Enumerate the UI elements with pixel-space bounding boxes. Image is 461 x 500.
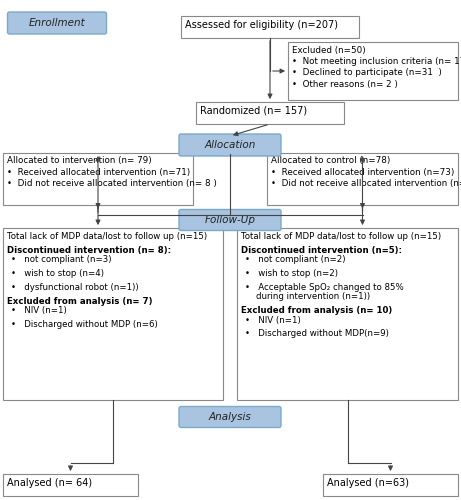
Text: Total lack of MDP data/lost to follow up (n=15): Total lack of MDP data/lost to follow up… — [6, 232, 207, 241]
FancyBboxPatch shape — [179, 134, 281, 156]
Text: Assessed for eligibility (n=207): Assessed for eligibility (n=207) — [184, 20, 337, 30]
Text: Follow-Up: Follow-Up — [205, 215, 255, 225]
Text: Total lack of MDP data/lost to follow up (n=15): Total lack of MDP data/lost to follow up… — [241, 232, 441, 241]
FancyBboxPatch shape — [3, 228, 223, 400]
FancyBboxPatch shape — [7, 12, 106, 34]
Text: Excluded from analysis (n= 7): Excluded from analysis (n= 7) — [6, 296, 152, 306]
Text: Analysed (n=63): Analysed (n=63) — [326, 478, 408, 488]
Text: Allocated to control (n=78)
•  Received allocated intervention (n=73)
•  Did not: Allocated to control (n=78) • Received a… — [271, 156, 461, 188]
Text: •   NIV (n=1): • NIV (n=1) — [244, 316, 300, 324]
FancyBboxPatch shape — [323, 474, 458, 496]
Text: Analysis: Analysis — [209, 412, 251, 422]
Text: Analysed (n= 64): Analysed (n= 64) — [6, 478, 92, 488]
Text: •   wish to stop (n=4): • wish to stop (n=4) — [11, 269, 104, 278]
FancyBboxPatch shape — [181, 16, 359, 38]
FancyBboxPatch shape — [267, 153, 458, 205]
FancyBboxPatch shape — [237, 228, 458, 400]
Text: •   not compliant (n=2): • not compliant (n=2) — [244, 256, 345, 264]
FancyBboxPatch shape — [196, 102, 344, 124]
FancyBboxPatch shape — [3, 474, 138, 496]
Text: Allocated to intervention (n= 79)
•  Received allocated intervention (n=71)
•  D: Allocated to intervention (n= 79) • Rece… — [6, 156, 216, 188]
Text: Excluded from analysis (n= 10): Excluded from analysis (n= 10) — [241, 306, 392, 315]
Text: Excluded (n=50)
•  Not meeting inclusion criteria (n= 17 )
•  Declined to partic: Excluded (n=50) • Not meeting inclusion … — [291, 46, 461, 89]
Text: •   wish to stop (n=2): • wish to stop (n=2) — [244, 269, 337, 278]
Text: •   Discharged without MDP(n=9): • Discharged without MDP(n=9) — [244, 330, 388, 338]
FancyBboxPatch shape — [3, 153, 193, 205]
Text: Allocation: Allocation — [204, 140, 256, 150]
Text: •   not compliant (n=3): • not compliant (n=3) — [11, 256, 111, 264]
Text: •   dysfunctional robot (n=1)): • dysfunctional robot (n=1)) — [11, 283, 138, 292]
FancyBboxPatch shape — [288, 42, 458, 100]
Text: Randomized (n= 157): Randomized (n= 157) — [200, 106, 307, 116]
Text: •   NIV (n=1): • NIV (n=1) — [11, 306, 66, 315]
Text: Discontinued intervention (n=5):: Discontinued intervention (n=5): — [241, 246, 402, 255]
Text: •   Acceptable SpO₂ changed to 85%: • Acceptable SpO₂ changed to 85% — [244, 283, 403, 292]
Text: Discontinued intervention (n= 8):: Discontinued intervention (n= 8): — [6, 246, 171, 255]
Text: Enrollment: Enrollment — [29, 18, 85, 28]
FancyBboxPatch shape — [179, 406, 281, 428]
Text: during intervention (n=1)): during intervention (n=1)) — [244, 292, 370, 302]
Text: •   Discharged without MDP (n=6): • Discharged without MDP (n=6) — [11, 320, 157, 329]
FancyBboxPatch shape — [179, 210, 281, 231]
